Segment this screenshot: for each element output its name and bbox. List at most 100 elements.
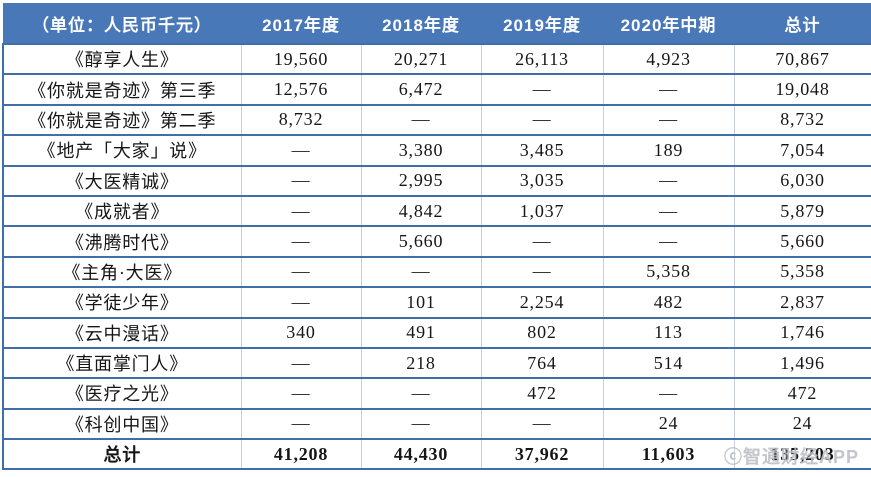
column-header-2020-interim: 2020年中期 (603, 3, 734, 44)
table-row: 《主角·大医》 — — — 5,358 5,358 (2, 255, 871, 288)
cell-2020-interim: 4,923 (602, 42, 734, 75)
cell-2020-interim: — (602, 73, 734, 105)
cell-2017: — (240, 164, 361, 196)
program-name: 《你就是奇迹》第三季 (2, 73, 241, 105)
table-row: 《科创中国》 — — — 24 24 (2, 407, 871, 440)
program-name: 《云中漫话》 (2, 316, 241, 348)
cell-total: 70,867 (733, 42, 871, 75)
cell-2020-interim: — (602, 103, 734, 136)
cell-2017: 19,560 (240, 42, 361, 75)
cell-2017: — (240, 377, 361, 409)
cell-total: 5,358 (733, 255, 871, 288)
column-header-2018: 2018年度 (361, 3, 481, 44)
table-row: 《地产「大家」说》 — 3,380 3,485 189 7,054 (2, 134, 871, 166)
cell-2018: 101 (360, 286, 481, 318)
cell-2017: 340 (240, 316, 361, 348)
financial-table: （单位：人民币千元） 2017年度 2018年度 2019年度 2020年中期 … (2, 3, 871, 471)
table-row: 《你就是奇迹》第二季 8,732 — — — 8,732 (2, 103, 871, 136)
cell-2018: 20,271 (360, 42, 481, 75)
column-header-2019: 2019年度 (481, 3, 603, 44)
cell-2017: 8,732 (240, 103, 361, 136)
cell-total: 2,837 (733, 286, 871, 318)
program-name: 《大医精诚》 (2, 164, 241, 196)
cell-2020-interim: 5,358 (602, 255, 734, 288)
cell-total: 24 (733, 407, 871, 440)
header-row: （单位：人民币千元） 2017年度 2018年度 2019年度 2020年中期 … (3, 3, 871, 44)
column-header-unit: （单位：人民币千元） (3, 3, 241, 44)
cell-2020-interim: — (602, 164, 734, 196)
table-row: 《醇享人生》 19,560 20,271 26,113 4,923 70,867 (2, 42, 871, 75)
cell-2020-interim: — (602, 194, 734, 227)
table-row: 《你就是奇迹》第三季 12,576 6,472 — — 19,048 (2, 73, 871, 105)
cell-2018: 2,995 (360, 164, 481, 196)
program-name: 《直面掌门人》 (2, 346, 241, 379)
cell-total: 472 (733, 377, 871, 409)
cell-2019: — (480, 73, 603, 105)
program-name: 《学徒少年》 (2, 286, 241, 318)
cell-2017: — (240, 194, 361, 227)
table-row: 《学徒少年》 — 101 2,254 482 2,837 (2, 286, 871, 318)
cell-total: 7,054 (733, 134, 871, 166)
table-row: 《沸腾时代》 — 5,660 — — 5,660 (2, 225, 871, 257)
cell-total: 19,048 (733, 73, 871, 105)
cell-2017: — (240, 134, 361, 166)
cell-2017: — (240, 225, 361, 257)
cell-total: 5,879 (733, 194, 871, 227)
cell-2019: — (480, 225, 603, 257)
cell-2018: — (360, 407, 481, 440)
cell-2018: 4,842 (360, 194, 481, 227)
cell-2018: — (360, 103, 481, 136)
cell-2019: 3,035 (480, 164, 603, 196)
table-row: 《成就者》 — 4,842 1,037 — 5,879 (2, 194, 871, 227)
cell-2018: — (360, 255, 481, 288)
cell-2017: — (240, 407, 361, 440)
cell-2020-interim: 189 (602, 134, 734, 166)
total-2018: 44,430 (360, 438, 481, 471)
cell-total: 1,496 (733, 346, 871, 379)
cell-2020-interim: 113 (602, 316, 734, 348)
cell-2017: — (240, 286, 361, 318)
program-name: 《成就者》 (2, 194, 241, 227)
cell-2019: — (480, 255, 603, 288)
table-row: 《大医精诚》 — 2,995 3,035 — 6,030 (2, 164, 871, 196)
cell-total: 6,030 (733, 164, 871, 196)
cell-total: 5,660 (733, 225, 871, 257)
cell-2018: 218 (360, 346, 481, 379)
total-2019: 37,962 (480, 438, 603, 471)
table-row: 《云中漫话》 340 491 802 113 1,746 (2, 316, 871, 348)
cell-2017: — (240, 346, 361, 379)
total-2017: 41,208 (240, 438, 361, 471)
cell-2018: 3,380 (360, 134, 481, 166)
cell-2019: 764 (480, 346, 603, 379)
cell-2017: 12,576 (240, 73, 361, 105)
cell-2018: 5,660 (360, 225, 481, 257)
cell-2020-interim: 514 (602, 346, 734, 379)
program-name: 《科创中国》 (2, 407, 241, 440)
table-row: 《直面掌门人》 — 218 764 514 1,496 (2, 346, 871, 379)
cell-2019: 472 (480, 377, 603, 409)
program-name: 《你就是奇迹》第二季 (2, 103, 241, 136)
cell-2019: — (480, 103, 603, 136)
cell-total: 8,732 (733, 103, 871, 136)
cell-2017: — (240, 255, 361, 288)
cell-2019: 802 (480, 316, 603, 348)
cell-2019: 3,485 (480, 134, 603, 166)
total-2020-interim: 11,603 (602, 438, 734, 471)
cell-total: 1,746 (733, 316, 871, 348)
table-row: 《医疗之光》 — — 472 — 472 (2, 377, 871, 409)
total-grand: 135,203 (733, 438, 871, 471)
cell-2019: 26,113 (480, 42, 603, 75)
cell-2019: 2,254 (480, 286, 603, 318)
program-name: 《醇享人生》 (2, 42, 241, 75)
program-name: 《医疗之光》 (2, 377, 241, 409)
program-name: 《地产「大家」说》 (2, 134, 241, 166)
cell-2019: — (480, 407, 603, 440)
cell-2020-interim: 24 (602, 407, 734, 440)
cell-2018: 491 (360, 316, 481, 348)
cell-2020-interim: — (602, 377, 734, 409)
program-name: 《沸腾时代》 (2, 225, 241, 257)
cell-2018: 6,472 (360, 73, 481, 105)
total-label: 总计 (2, 438, 241, 471)
total-row: 总计 41,208 44,430 37,962 11,603 135,203 (2, 438, 871, 471)
